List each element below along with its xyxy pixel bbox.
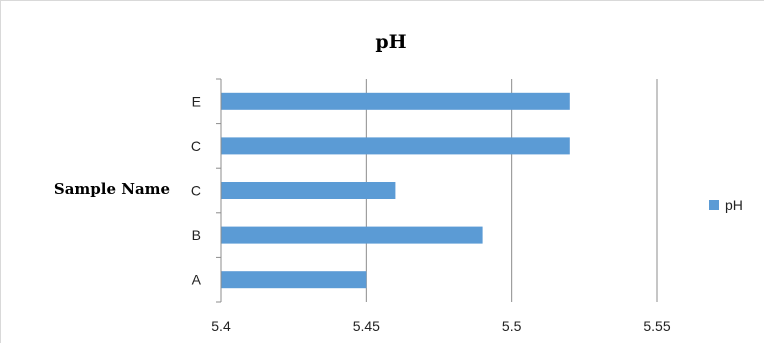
x-tick-label: 5.5 [502,318,522,334]
legend-swatch [709,200,719,210]
y-tick-label: C [191,183,201,199]
y-tick-label: E [192,93,201,109]
y-tick-label: A [192,272,202,288]
x-tick-label: 5.45 [353,318,380,334]
bar-c-2 [221,182,396,199]
x-tick-label: 5.55 [643,318,670,334]
chart-title: pH [375,31,406,53]
y-tick-label: B [192,227,201,243]
frame-left-border [0,0,1,343]
bar-c-1 [221,137,570,155]
frame-top-border [0,0,764,1]
y-tick-label: C [191,138,201,154]
y-axis-label: Sample Name [54,180,170,198]
bar-a-4 [221,271,367,289]
bar-e-0 [221,92,570,110]
x-tick-label: 5.4 [211,318,231,334]
bar-b-3 [221,226,483,244]
legend-label: pH [725,197,743,213]
